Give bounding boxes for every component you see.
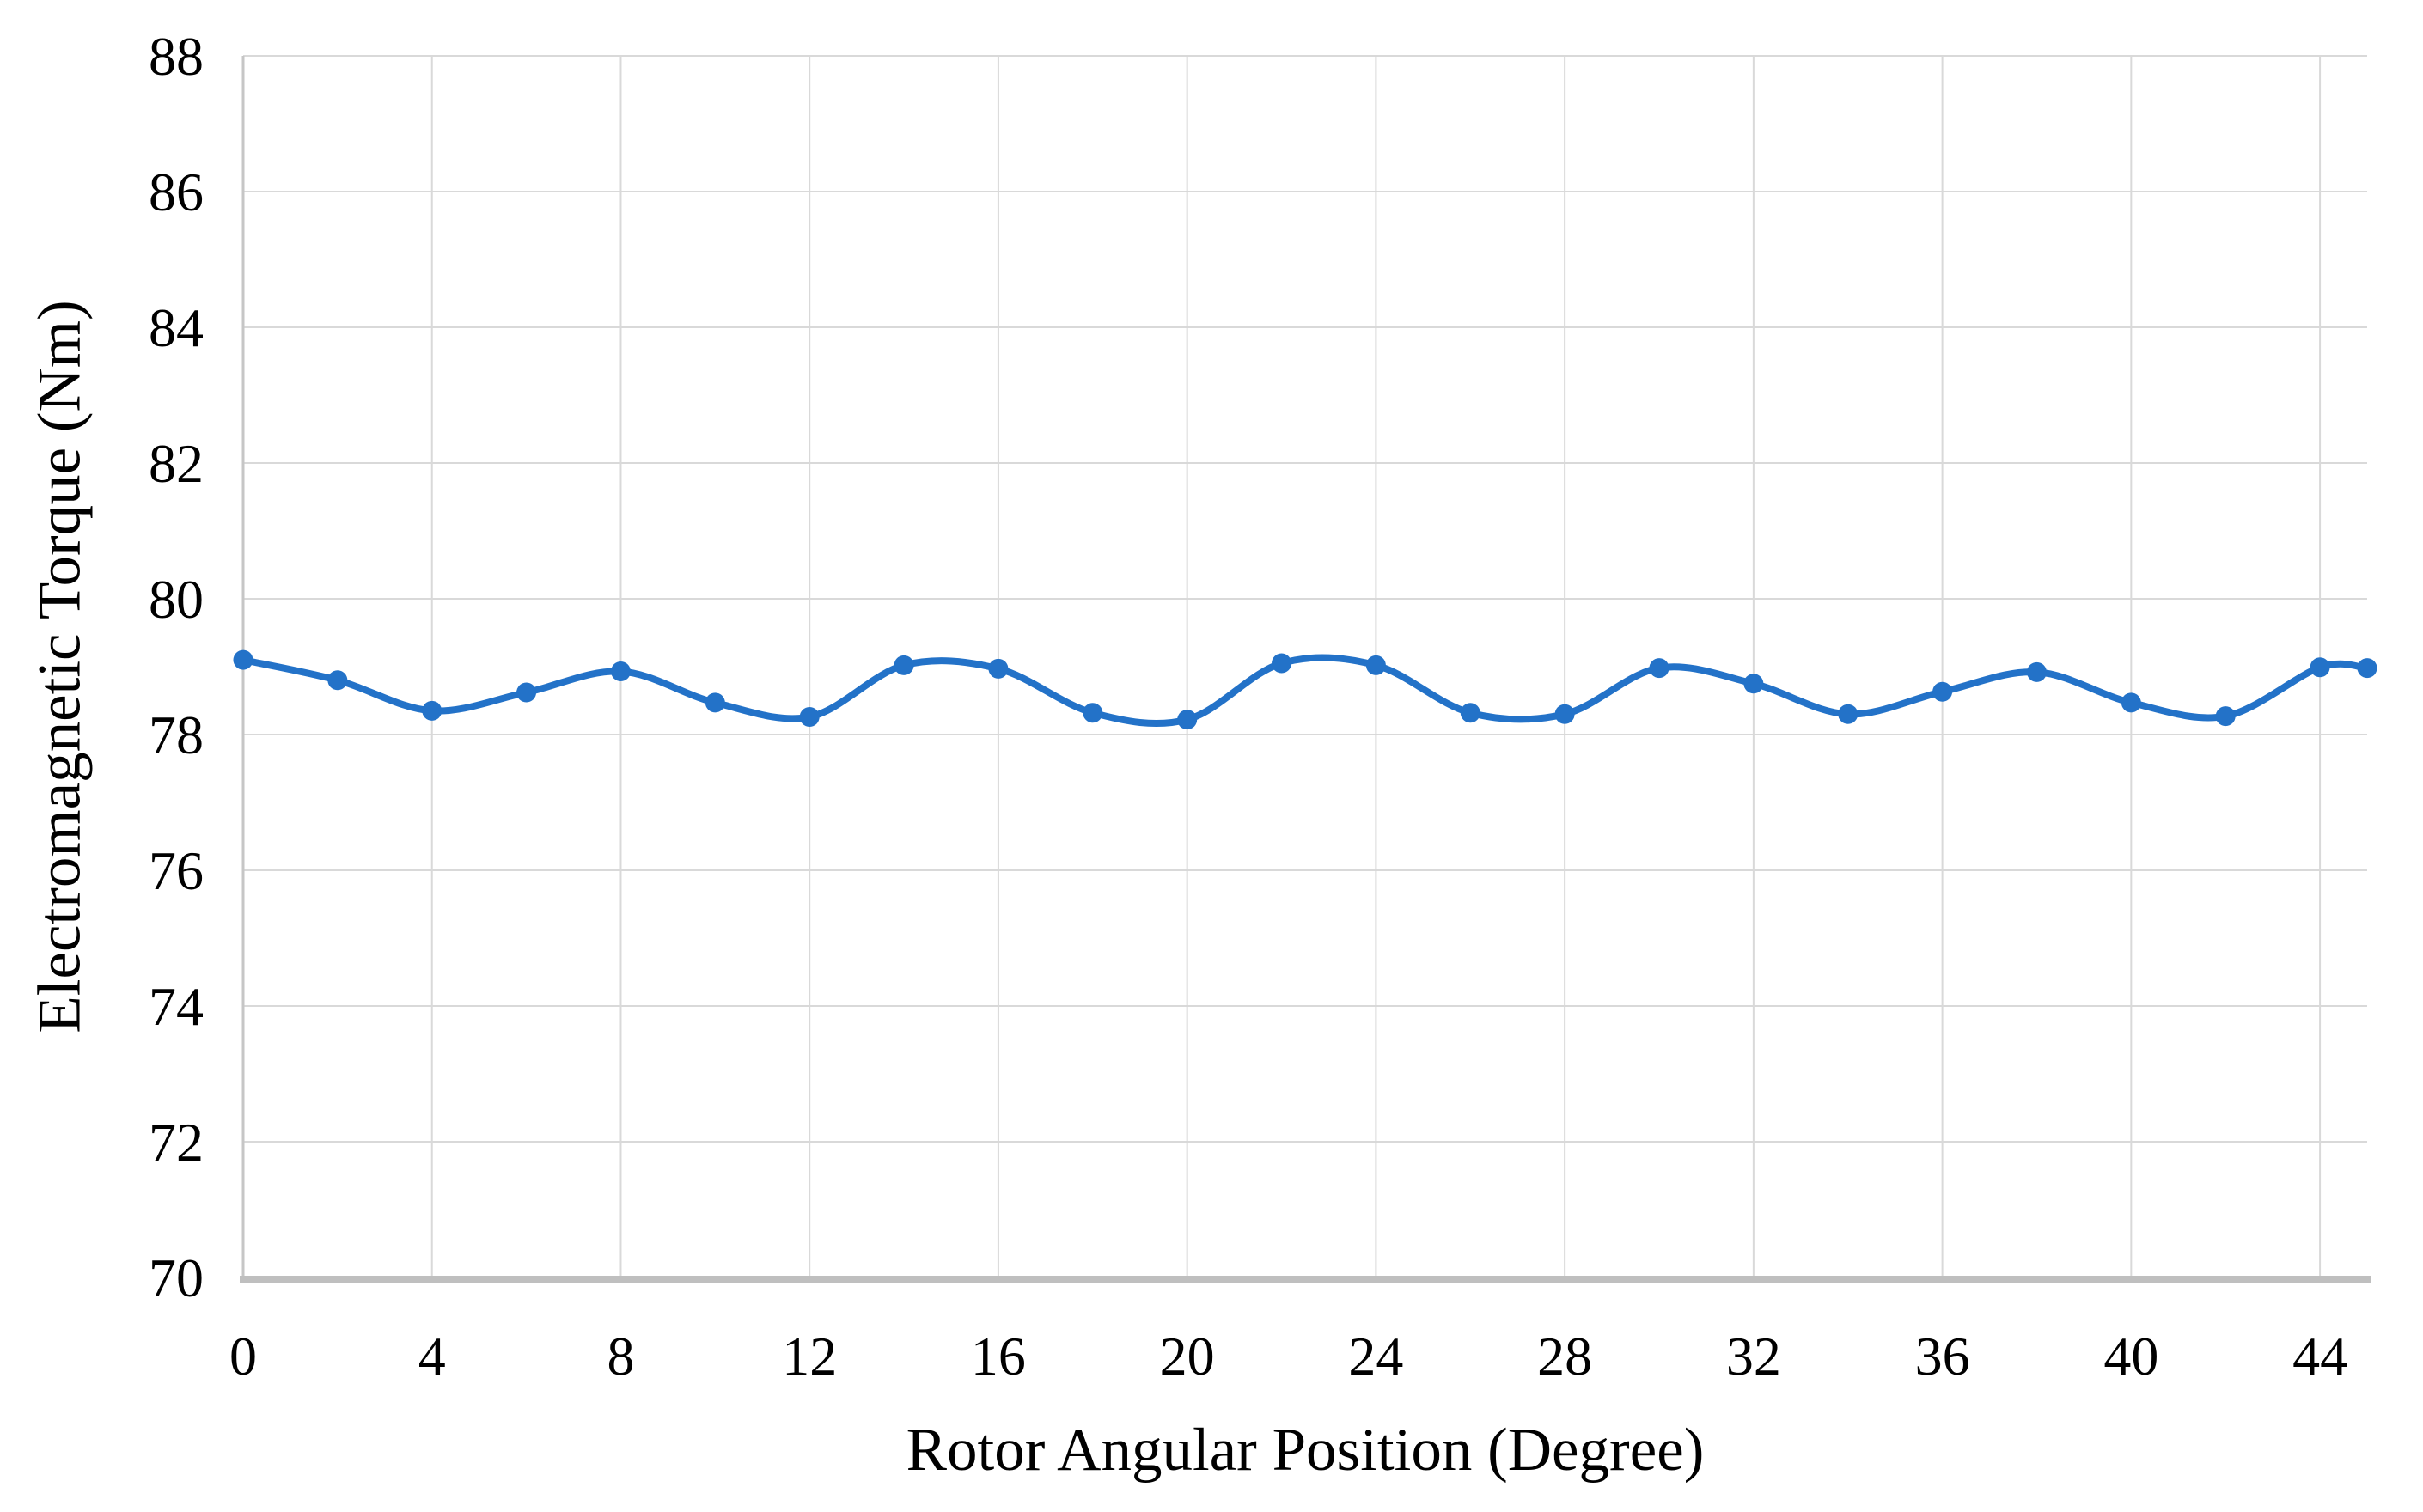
x-tick-label: 36 — [1915, 1326, 1970, 1387]
data-point-marker — [516, 682, 537, 703]
data-point-marker — [2357, 658, 2377, 679]
data-point-marker — [799, 706, 820, 727]
data-point-marker — [1743, 674, 1764, 694]
data-point-marker — [233, 649, 253, 670]
data-point-marker — [1649, 658, 1669, 679]
data-point-marker — [1365, 655, 1386, 675]
data-point-marker — [1272, 653, 1292, 674]
x-tick-label: 44 — [2292, 1326, 2347, 1387]
data-point-marker — [1838, 704, 1858, 724]
y-tick-label: 84 — [149, 297, 204, 358]
x-axis-title: Rotor Angular Position (Degree) — [906, 1417, 1705, 1484]
data-point-marker — [894, 655, 914, 675]
data-point-marker — [2026, 662, 2047, 682]
y-tick-label: 78 — [149, 704, 204, 765]
y-tick-label: 72 — [149, 1112, 204, 1173]
x-tick-label: 16 — [971, 1326, 1026, 1387]
data-point-marker — [610, 662, 631, 682]
data-point-marker — [327, 670, 348, 691]
data-point-marker — [988, 658, 1009, 679]
x-tick-label: 20 — [1160, 1326, 1215, 1387]
data-point-marker — [1554, 704, 1575, 724]
y-tick-label: 86 — [149, 162, 204, 223]
series-line — [240, 654, 2371, 727]
data-point-marker — [2215, 706, 2236, 727]
data-point-marker — [2121, 692, 2141, 713]
y-tick-label: 74 — [149, 976, 204, 1037]
x-tick-label: 12 — [782, 1326, 837, 1387]
data-point-marker — [422, 700, 442, 721]
y-tick-label: 88 — [149, 26, 204, 87]
x-tick-label: 28 — [1537, 1326, 1592, 1387]
x-tick-label: 4 — [418, 1326, 446, 1387]
data-point-marker — [2310, 657, 2330, 678]
x-tick-label: 0 — [229, 1326, 257, 1387]
data-point-marker — [1460, 703, 1480, 723]
y-tick-label: 82 — [149, 433, 204, 494]
y-tick-label: 76 — [149, 840, 204, 901]
data-point-marker — [1932, 681, 1953, 702]
y-tick-label: 80 — [149, 569, 204, 630]
x-tick-label: 40 — [2103, 1326, 2158, 1387]
x-tick-label: 32 — [1726, 1326, 1781, 1387]
y-axis-title: Electromagnetic Torque (Nm) — [26, 300, 94, 1033]
data-point-marker — [1083, 703, 1103, 723]
x-tick-label: 24 — [1348, 1326, 1403, 1387]
data-point-marker — [1177, 710, 1198, 730]
y-tick-label: 70 — [149, 1247, 204, 1308]
x-tick-label: 8 — [607, 1326, 634, 1387]
data-point-marker — [705, 692, 725, 713]
